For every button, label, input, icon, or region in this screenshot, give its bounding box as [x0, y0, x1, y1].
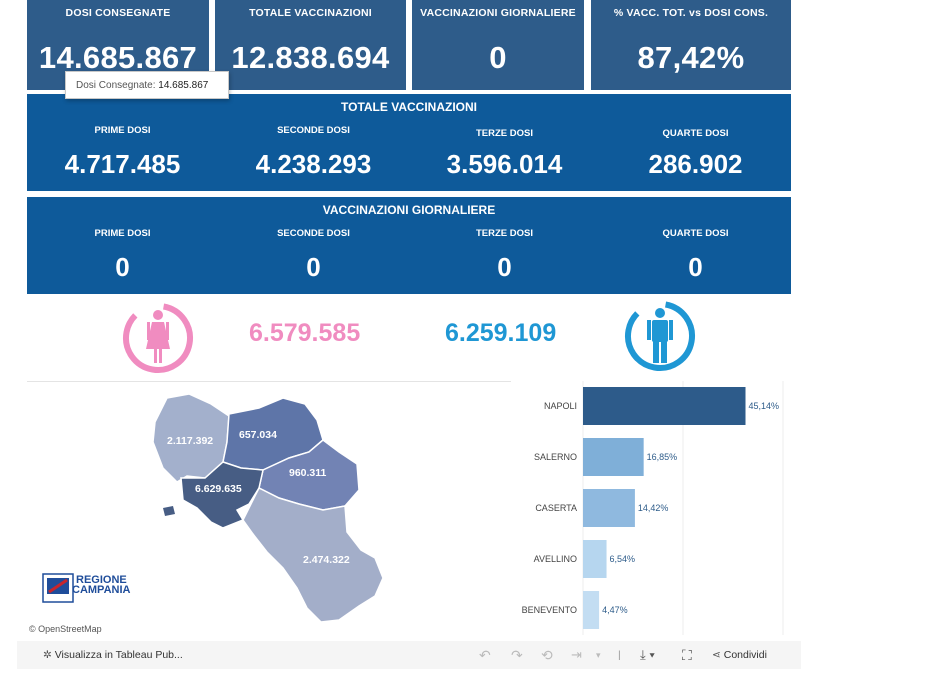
cell-seconde-dosi[interactable]: SECONDE DOSI 0 [218, 228, 409, 283]
kpi-vaccinazioni-giornaliere[interactable]: VACCINAZIONI GIORNALIERE 0 [412, 0, 584, 90]
panel-totale-vaccinazioni: TOTALE VACCINAZIONI PRIME DOSI 4.717.485… [27, 94, 791, 191]
kpi-label: DOSI CONSEGNATE [65, 7, 171, 19]
map-label-caserta: 2.117.392 [167, 435, 213, 447]
undo-icon[interactable]: ↶ [479, 647, 491, 663]
tableau-toolbar: ✲ Visualizza in Tableau Pub... ↶ ↷ ⟲ ⇥ ▾… [17, 641, 801, 669]
bar-value-label: 16,85% [647, 452, 678, 462]
kpi-value: 87,42% [637, 40, 745, 75]
toolbar-separator: | [618, 649, 621, 661]
tooltip-label: Dosi Consegnate: [76, 80, 156, 91]
cell-value: 286.902 [648, 149, 743, 179]
regione-campania-logo: REGIONE CAMPANIA [42, 573, 131, 603]
cell-label: QUARTE DOSI [662, 228, 729, 239]
logo-line2: CAMPANIA [72, 584, 131, 596]
view-label: Visualizza in Tableau Pub... [54, 649, 183, 661]
bar-category-label: NAPOLI [544, 401, 577, 411]
male-total: 6.259.109 [445, 319, 557, 347]
bar-benevento[interactable] [583, 591, 600, 629]
cell-value: 0 [306, 252, 321, 282]
kpi-totale-vaccinazioni[interactable]: TOTALE VACCINAZIONI 12.838.694 [215, 0, 406, 90]
pause-icon[interactable]: ⇥ [571, 647, 582, 662]
region-napoli-island[interactable] [163, 506, 175, 516]
map-label-benevento: 657.034 [239, 429, 277, 441]
cell-label: QUARTE DOSI [662, 128, 729, 139]
logo-line1: REGIONE [76, 574, 127, 586]
cell-value: 3.596.014 [446, 149, 563, 179]
map-attribution[interactable]: © OpenStreetMap [29, 624, 102, 634]
cell-label: PRIME DOSI [94, 228, 151, 239]
kpi-value: 12.838.694 [231, 40, 390, 75]
share-button[interactable]: ⋖ Condividi [712, 641, 767, 669]
province-bar-chart[interactable]: NAPOLI 45,14% SALERNO 16,85% CASERTA 14,42% AV… [511, 381, 791, 635]
cell-value: 4.238.293 [255, 149, 372, 179]
kpi-label: % VACC. TOT. vs DOSI CONS. [613, 7, 769, 19]
cell-terze-dosi[interactable]: TERZE DOSI 0 [409, 228, 600, 283]
bar-category-label: SALERNO [534, 452, 577, 462]
cell-label: TERZE DOSI [475, 128, 533, 139]
bar-value-label: 6,54% [610, 554, 636, 564]
bar-chart-svg: NAPOLI 45,14% SALERNO 16,85% CASERTA 14,42% AV… [522, 381, 784, 635]
cell-prime-dosi[interactable]: PRIME DOSI 4.717.485 [27, 125, 218, 180]
panel-vaccinazioni-giornaliere: VACCINAZIONI GIORNALIERE PRIME DOSI 0 SE… [27, 197, 791, 294]
bar-value-label: 14,42% [638, 503, 669, 513]
view-in-tableau-link[interactable]: ✲ Visualizza in Tableau Pub... [43, 641, 183, 669]
share-label: Condividi [723, 649, 767, 661]
map-label-avellino: 960.311 [289, 467, 327, 479]
bar-category-label: AVELLINO [534, 554, 577, 564]
region-napoli[interactable] [180, 461, 264, 529]
fullscreen-icon[interactable]: ⛶ [682, 647, 692, 663]
cell-label: SECONDE DOSI [277, 125, 350, 136]
bar-value-label: 4,47% [602, 605, 628, 615]
download-icon[interactable]: ⤓ ▾ [640, 647, 655, 662]
bar-avellino[interactable] [583, 540, 607, 578]
cell-value: 0 [115, 252, 130, 282]
male-icon [625, 301, 695, 371]
kpi-percentuale[interactable]: % VACC. TOT. vs DOSI CONS. 87,42% [591, 0, 791, 90]
bar-caserta[interactable] [583, 489, 635, 527]
cell-value: 0 [688, 252, 703, 282]
bar-category-label: BENEVENTO [522, 605, 577, 615]
panel-title: VACCINAZIONI GIORNALIERE [322, 203, 496, 217]
panel-title: TOTALE VACCINAZIONI [341, 100, 477, 114]
tooltip-dosi-consegnate: Dosi Consegnate: 14.685.867 [65, 71, 229, 99]
region-salerno[interactable] [242, 486, 384, 623]
map-svg: 2.117.392 657.034 960.311 6.629.635 2.47… [29, 393, 384, 634]
bar-salerno[interactable] [583, 438, 644, 476]
campania-map[interactable]: 2.117.392 657.034 960.311 6.629.635 2.47… [27, 381, 511, 636]
cell-label: PRIME DOSI [94, 125, 151, 136]
map-label-salerno: 2.474.322 [303, 554, 350, 566]
cell-seconde-dosi[interactable]: SECONDE DOSI 4.238.293 [218, 125, 409, 180]
share-icon: ⋖ [712, 649, 721, 661]
map-label-napoli: 6.629.635 [195, 483, 242, 495]
cell-quarte-dosi[interactable]: QUARTE DOSI 0 [600, 228, 791, 283]
kpi-value: 0 [489, 40, 507, 75]
revert-icon[interactable]: ⟲ [541, 647, 553, 663]
female-total: 6.579.585 [249, 319, 361, 347]
kpi-value: 14.685.867 [38, 40, 198, 75]
redo-icon[interactable]: ↷ [511, 647, 523, 663]
bar-value-label: 45,14% [749, 401, 780, 411]
tableau-icon: ✲ [43, 649, 52, 661]
tooltip-value: 14.685.867 [158, 80, 209, 91]
cell-value: 4.717.485 [64, 149, 181, 179]
cell-prime-dosi[interactable]: PRIME DOSI 0 [27, 228, 218, 283]
female-icon [123, 303, 193, 373]
cell-value: 0 [497, 252, 512, 282]
cell-label: SECONDE DOSI [277, 228, 350, 239]
bar-napoli[interactable] [583, 387, 746, 425]
cell-label: TERZE DOSI [475, 228, 533, 239]
cell-terze-dosi[interactable]: TERZE DOSI 3.596.014 [409, 128, 600, 180]
kpi-label: VACCINAZIONI GIORNALIERE [420, 7, 576, 19]
cell-quarte-dosi[interactable]: QUARTE DOSI 286.902 [600, 128, 791, 180]
kpi-label: TOTALE VACCINAZIONI [249, 7, 372, 19]
pause-dropdown-icon[interactable]: ▾ [596, 650, 601, 660]
bar-category-label: CASERTA [535, 503, 577, 513]
